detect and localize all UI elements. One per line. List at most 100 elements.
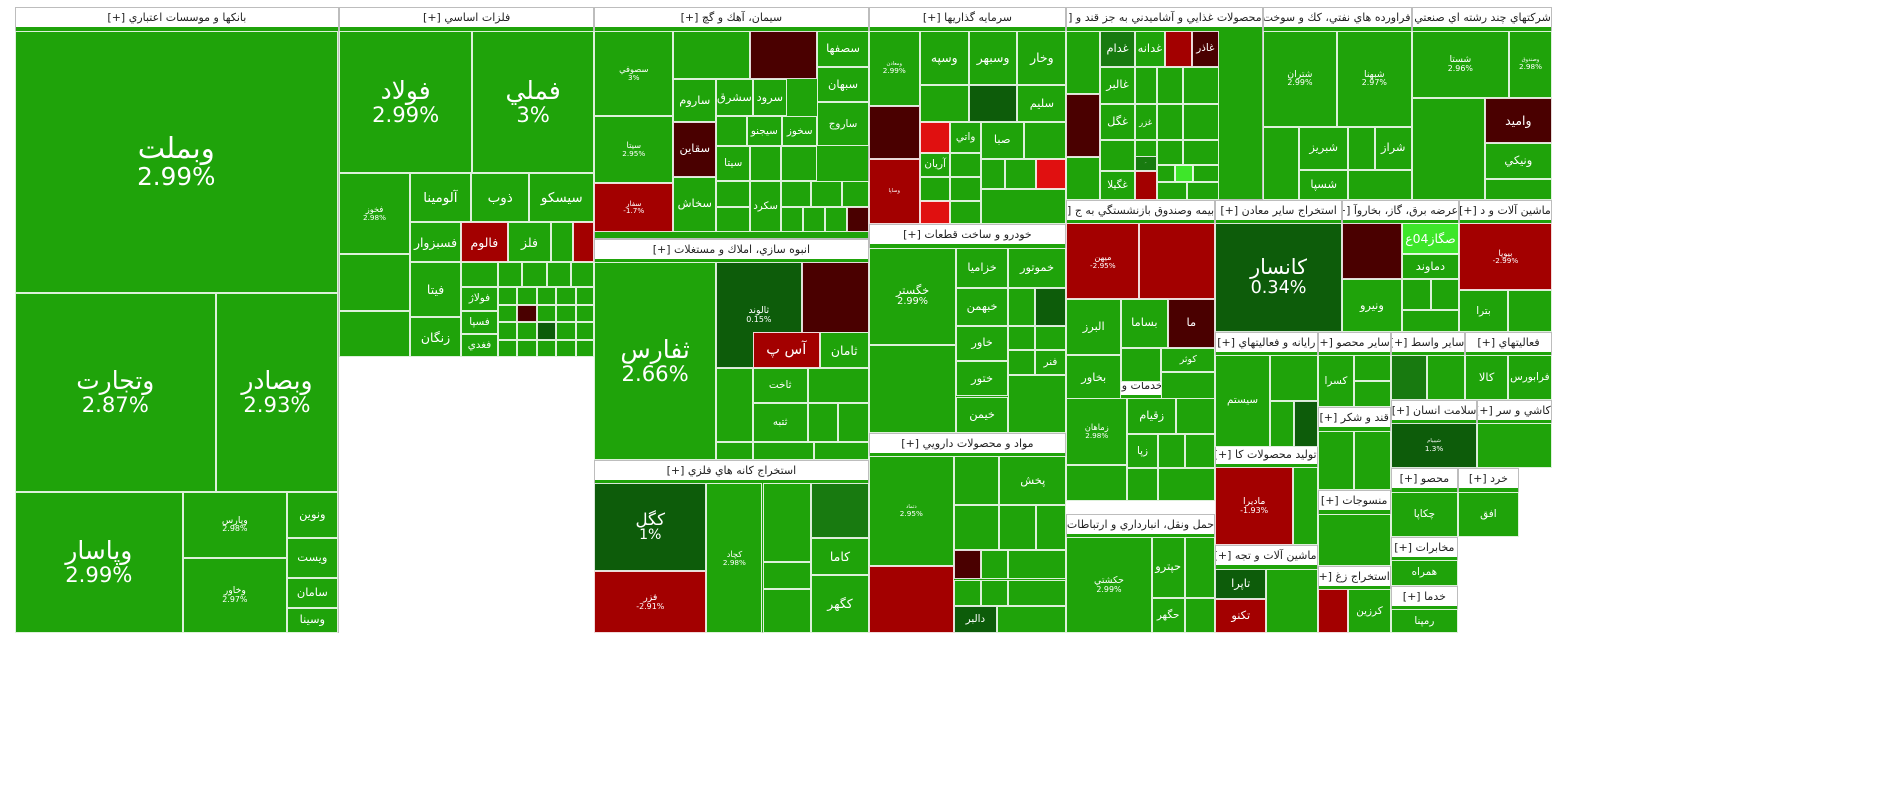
stock-tile[interactable] — [573, 222, 595, 263]
sector-header[interactable]: توليد محصولات كا [+] — [1216, 445, 1317, 466]
stock-tile[interactable] — [954, 579, 981, 607]
stock-tile[interactable]: خبهمن — [956, 287, 1008, 326]
stock-tile[interactable]: فلز — [507, 222, 552, 263]
stock-tile[interactable] — [950, 152, 981, 177]
stock-tile[interactable]: خاور — [956, 325, 1008, 362]
stock-tile[interactable]: ونوين — [286, 491, 338, 539]
stock-tile[interactable] — [868, 345, 957, 434]
stock-tile[interactable] — [813, 441, 869, 460]
sector-header[interactable]: محصولات غذايي و آشاميدني به جز قند و [+] — [1067, 8, 1262, 29]
sector-header[interactable]: محصو [+] — [1391, 469, 1457, 490]
stock-tile[interactable] — [1156, 181, 1188, 201]
stock-tile[interactable] — [546, 262, 571, 287]
stock-tile[interactable] — [1134, 67, 1157, 104]
stock-tile[interactable]: ميهن -2.95% — [1066, 223, 1140, 299]
stock-tile[interactable] — [811, 180, 842, 208]
sector-header[interactable]: شركتهاي چند رشته اي صنعتي [+] — [1412, 8, 1551, 29]
stock-tile[interactable]: صبا — [980, 122, 1024, 159]
stock-tile[interactable] — [497, 286, 518, 305]
stock-tile[interactable]: وصندوق 2.98% — [1509, 30, 1552, 98]
stock-tile[interactable] — [517, 322, 537, 341]
stock-tile[interactable] — [673, 30, 751, 80]
sector-header[interactable]: قند و شكر [+] — [1318, 408, 1390, 429]
stock-tile[interactable]: فزر -2.91% — [594, 570, 707, 634]
stock-tile[interactable]: سيتا 2.95% — [594, 115, 674, 183]
stock-tile[interactable]: شسپا — [1299, 169, 1349, 201]
sector-header[interactable]: استخراج كانه هاي فلزي [+] — [595, 460, 868, 481]
stock-tile[interactable] — [716, 115, 747, 147]
stock-tile[interactable]: سخوز — [782, 115, 818, 147]
stock-tile[interactable] — [1100, 140, 1135, 171]
stock-tile[interactable]: غزر — [1134, 103, 1157, 141]
stock-tile[interactable] — [1266, 568, 1318, 634]
stock-tile[interactable]: شستا 2.96% — [1411, 30, 1510, 98]
stock-tile[interactable]: فسپا — [461, 311, 498, 335]
stock-tile[interactable] — [980, 189, 1067, 225]
stock-tile[interactable] — [1411, 97, 1485, 201]
stock-tile[interactable] — [1121, 347, 1162, 382]
stock-tile[interactable]: غدانه — [1134, 30, 1166, 68]
stock-tile[interactable] — [1066, 157, 1101, 201]
stock-tile[interactable]: سامان — [286, 578, 338, 608]
stock-tile[interactable]: همراه — [1390, 559, 1458, 586]
sector-header[interactable]: سيمان، آهك و گچ [+] — [595, 8, 868, 29]
stock-tile[interactable]: آريان — [919, 152, 951, 177]
stock-tile[interactable] — [517, 286, 537, 305]
stock-tile[interactable]: كالا — [1465, 355, 1508, 401]
stock-tile[interactable] — [1390, 355, 1428, 401]
stock-tile[interactable]: فنر — [1034, 350, 1067, 375]
stock-tile[interactable] — [1134, 170, 1157, 201]
stock-tile[interactable] — [1262, 126, 1300, 201]
stock-tile[interactable]: غنابن — [1134, 156, 1157, 171]
stock-tile[interactable] — [536, 305, 557, 323]
stock-tile[interactable]: كگل 1% — [594, 483, 707, 571]
stock-tile[interactable] — [1401, 279, 1432, 310]
stock-tile[interactable]: آلومينا — [409, 173, 471, 223]
stock-tile[interactable] — [780, 180, 812, 208]
stock-tile[interactable] — [1156, 103, 1184, 141]
stock-tile[interactable] — [1156, 140, 1184, 165]
stock-tile[interactable]: ويست — [286, 538, 338, 579]
stock-tile[interactable] — [919, 201, 951, 225]
stock-tile[interactable] — [556, 322, 576, 341]
stock-tile[interactable] — [999, 505, 1036, 551]
stock-tile[interactable]: كسرا — [1317, 355, 1355, 408]
stock-tile[interactable] — [1034, 287, 1067, 326]
stock-tile[interactable] — [1007, 350, 1035, 375]
stock-tile[interactable] — [811, 483, 869, 538]
sector-header[interactable]: كاشي و سر [+] — [1478, 401, 1551, 422]
stock-tile[interactable]: ونيرو — [1342, 279, 1402, 332]
stock-tile[interactable] — [497, 322, 518, 341]
stock-tile[interactable] — [980, 550, 1008, 580]
stock-tile[interactable]: تكنو — [1215, 599, 1267, 634]
stock-tile[interactable] — [1348, 169, 1412, 201]
stock-tile[interactable]: بساما — [1121, 298, 1168, 348]
stock-tile[interactable] — [1007, 550, 1067, 580]
stock-tile[interactable] — [570, 262, 595, 287]
stock-tile[interactable]: تاپرا — [1215, 568, 1267, 600]
stock-tile[interactable] — [1066, 93, 1101, 158]
stock-tile[interactable] — [919, 122, 951, 153]
stock-tile[interactable]: ثفارس 2.66% — [594, 262, 717, 460]
stock-tile[interactable] — [716, 368, 753, 442]
sector-header[interactable]: حمل ونقل، انبارداري و ارتباطات [+] — [1067, 514, 1215, 535]
stock-tile[interactable] — [980, 579, 1008, 607]
stock-tile[interactable]: وامید — [1484, 97, 1552, 143]
stock-tile[interactable]: حكشتي 2.99% — [1066, 536, 1152, 634]
stock-tile[interactable]: بيوپا -2.99% — [1459, 223, 1552, 291]
stock-tile[interactable] — [339, 311, 410, 358]
stock-tile[interactable]: زپا — [1127, 434, 1158, 469]
stock-tile[interactable]: افق — [1457, 491, 1519, 537]
stock-tile[interactable]: سصفها — [817, 30, 869, 68]
stock-tile[interactable] — [762, 589, 812, 634]
stock-tile[interactable] — [1007, 287, 1035, 326]
stock-tile[interactable] — [517, 340, 537, 358]
stock-tile[interactable] — [517, 305, 537, 323]
stock-tile[interactable]: فولاد 2.99% — [339, 30, 473, 174]
stock-tile[interactable] — [556, 305, 576, 323]
stock-tile[interactable]: خگستر 2.99% — [868, 247, 957, 346]
stock-tile[interactable] — [497, 305, 518, 323]
stock-tile[interactable] — [868, 566, 955, 634]
stock-tile[interactable]: سيتا — [716, 146, 751, 181]
stock-tile[interactable] — [716, 207, 751, 232]
